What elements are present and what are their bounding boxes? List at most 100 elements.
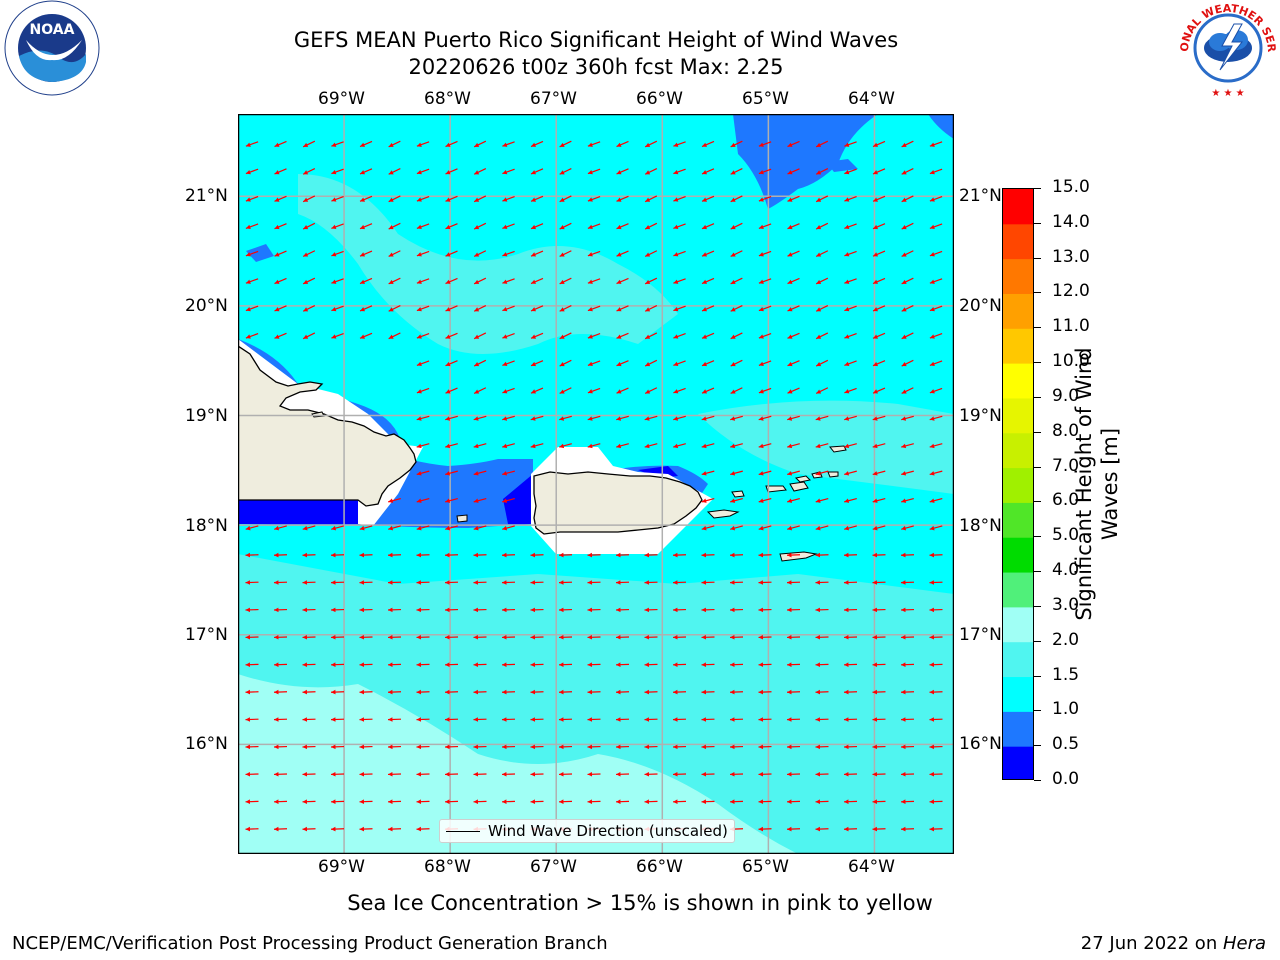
wave-direction-arrow (844, 443, 857, 449)
colorbar-tick-label: 3.0 (1052, 594, 1080, 615)
wave-direction-arrow (673, 250, 686, 257)
wave-direction-arrow (901, 415, 914, 421)
wave-direction-arrow (701, 168, 715, 175)
wave-direction-arrow (673, 278, 686, 284)
wave-direction-arrow (416, 443, 430, 449)
wave-direction-arrow (872, 443, 886, 449)
wave-direction-arrow (673, 387, 686, 394)
wave-height-map (237, 113, 955, 855)
wave-direction-arrow (501, 772, 516, 777)
wave-direction-arrow (758, 826, 772, 832)
colorbar-band (1003, 397, 1033, 434)
wave-direction-arrow (416, 497, 430, 503)
wave-direction-arrow (701, 607, 715, 613)
wave-direction-arrow (787, 332, 800, 339)
wave-direction-arrow (844, 497, 857, 503)
land-hispaniola (239, 345, 417, 507)
wave-direction-arrow (473, 552, 487, 558)
wave-direction-arrow (900, 580, 915, 585)
wave-direction-arrow (473, 662, 487, 667)
wave-direction-arrow (843, 799, 858, 804)
wave-direction-arrow (388, 168, 401, 175)
colorbar-tick-label: 13.0 (1052, 246, 1090, 267)
wave-direction-arrow (815, 222, 829, 230)
wave-direction-arrow (758, 278, 772, 284)
wave-direction-arrow (530, 360, 544, 367)
wave-direction-arrow (473, 580, 487, 585)
wave-direction-arrow (615, 635, 630, 640)
wave-direction-arrow (530, 195, 544, 202)
wave-direction-arrow (359, 689, 373, 695)
colorbar-tick-mark (1034, 710, 1041, 712)
colorbar-tick-mark (1034, 640, 1041, 642)
wave-direction-arrow (872, 635, 886, 640)
wave-direction-arrow (416, 826, 430, 832)
wave-direction-arrow (444, 744, 459, 750)
wave-direction-arrow (245, 662, 259, 667)
wave-direction-arrow (331, 141, 344, 147)
wave-direction-arrow (473, 635, 487, 640)
wave-direction-arrow (473, 470, 487, 476)
wave-direction-arrow (644, 305, 658, 312)
wave-direction-arrow (473, 443, 487, 449)
wave-direction-arrow (929, 635, 943, 640)
wave-direction-arrow (331, 223, 344, 230)
wave-direction-arrow (445, 140, 458, 148)
wave-direction-arrow (815, 662, 829, 667)
wave-direction-arrow (502, 168, 515, 175)
wave-direction-arrow (815, 772, 829, 777)
wave-direction-arrow (445, 195, 458, 202)
colorbar-band (1003, 641, 1033, 678)
wave-direction-arrow (587, 196, 601, 202)
wave-direction-arrow (815, 635, 829, 640)
wave-direction-arrow (274, 250, 287, 257)
colorbar-band (1003, 467, 1033, 503)
wave-direction-arrow (729, 635, 744, 640)
wave-direction-arrow (758, 415, 772, 421)
wave-direction-arrow (587, 141, 601, 147)
wave-direction-arrow (644, 744, 658, 750)
wave-direction-arrow (445, 525, 458, 531)
wave-direction-arrow (501, 580, 516, 585)
wave-direction-arrow (444, 799, 459, 804)
wave-direction-arrow (900, 799, 915, 804)
wave-direction-arrow (730, 525, 743, 531)
wave-direction-arrow (587, 250, 601, 257)
wave-direction-arrow (901, 277, 914, 285)
colorbar-band (1003, 432, 1033, 469)
wave-direction-arrow (302, 332, 316, 340)
wave-direction-arrow (844, 196, 857, 202)
map-legend: Wind Wave Direction (unscaled) (439, 819, 735, 843)
wave-direction-arrow (359, 635, 373, 640)
wave-direction-arrow (530, 250, 544, 257)
wave-direction-arrow (245, 744, 259, 750)
wave-direction-arrow (758, 662, 772, 667)
wave-direction-arrow (416, 744, 430, 750)
wave-direction-arrow (787, 277, 800, 285)
wave-direction-arrow (844, 223, 857, 230)
wave-direction-arrow (730, 305, 743, 312)
wave-direction-arrow (673, 415, 686, 421)
wave-direction-arrow (815, 277, 829, 285)
wave-direction-arrow (445, 250, 458, 257)
wave-direction-arrow (416, 250, 430, 257)
chart-subtitle: 20220626 t00z 360h fcst Max: 2.25 (408, 55, 784, 79)
wave-direction-arrow (302, 222, 316, 230)
wave-direction-arrow (843, 580, 858, 585)
wave-direction-arrow (729, 744, 744, 750)
colorbar-tick-mark (1034, 605, 1041, 607)
wave-direction-arrow (444, 717, 459, 722)
wave-direction-arrow (701, 772, 715, 777)
wave-direction-arrow (501, 799, 516, 804)
wave-direction-arrow (701, 415, 715, 421)
legend-line-icon (446, 830, 480, 832)
wave-direction-arrow (844, 387, 857, 394)
wave-direction-arrow (245, 333, 259, 339)
wave-direction-arrow (416, 196, 430, 202)
wave-direction-arrow (815, 470, 829, 476)
wave-direction-arrow (331, 305, 344, 312)
wave-direction-arrow (502, 250, 515, 257)
wave-direction-arrow (302, 168, 316, 175)
wave-direction-arrow (388, 332, 401, 340)
wave-direction-arrow (929, 662, 943, 667)
